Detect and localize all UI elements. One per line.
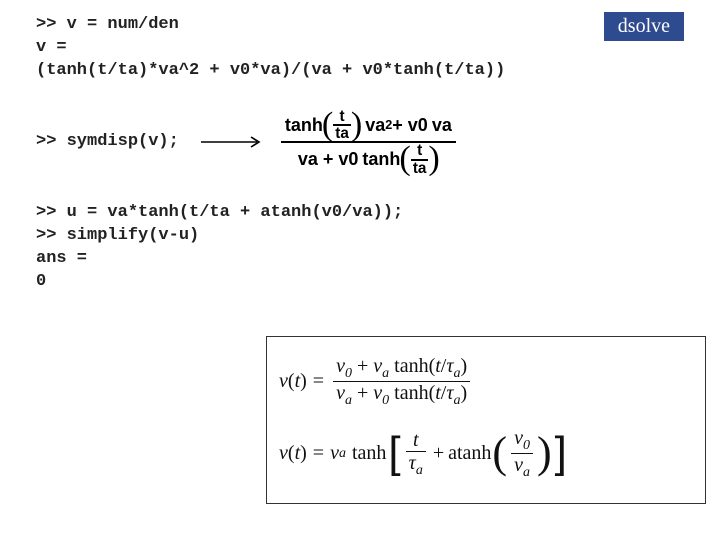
equation-box: v(t)= v0 + va tanh(t/τa) va + v0 tanh(t/…	[266, 336, 706, 504]
arrow-icon	[201, 135, 265, 149]
code-line: (tanh(t/ta)*va^2 + v0*va)/(va + v0*tanh(…	[36, 60, 684, 83]
code-line: 0	[36, 271, 684, 294]
pretty-formula: tanh(tta)va2 + v0va va + v0tanh(tta)	[279, 109, 458, 176]
code-line: >> v = num/den	[36, 14, 684, 37]
code-block-3: >> u = va*tanh(t/ta + atanh(v0/va)); >> …	[36, 202, 684, 294]
code-line: ans =	[36, 248, 684, 271]
equation-2: v(t)= vatanh [ tτa + atanh ( v0va ) ]	[279, 427, 695, 481]
symdisp-row: >> symdisp(v); tanh(tta)va2 + v0va va + …	[36, 109, 684, 176]
code-line: v =	[36, 37, 684, 60]
code-line: >> u = va*tanh(t/ta + atanh(v0/va));	[36, 202, 684, 225]
code-line: >> symdisp(v);	[36, 131, 179, 154]
equation-1: v(t)= v0 + va tanh(t/τa) va + v0 tanh(t/…	[279, 355, 695, 409]
dsolve-badge: dsolve	[604, 12, 684, 41]
code-line: >> simplify(v-u)	[36, 225, 684, 248]
code-block-1: >> v = num/den v = (tanh(t/ta)*va^2 + v0…	[36, 14, 684, 83]
